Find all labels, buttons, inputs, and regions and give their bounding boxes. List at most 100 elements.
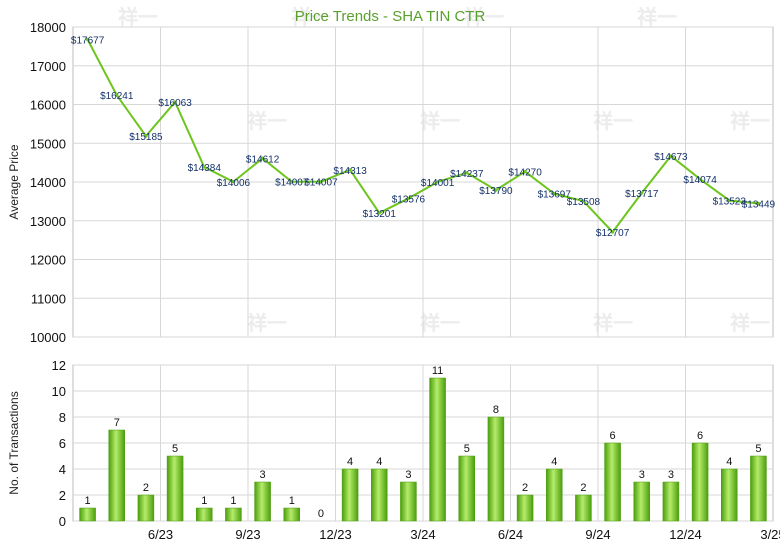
price-point [494,188,498,192]
price-value-label: $15185 [129,132,163,143]
price-value-label: $14673 [654,152,688,163]
price-point [406,196,411,201]
price-value-label: $13508 [567,197,601,208]
transaction-bar [341,468,359,522]
transaction-count-label: 11 [432,365,443,377]
price-point [756,201,761,205]
x-tick-label: 9/23 [235,527,260,542]
price-point [552,192,556,196]
x-tick-label: 3/24 [410,527,435,542]
price-y-tick-label: 14000 [30,175,66,190]
price-point [669,154,673,158]
x-tick-label: 12/23 [319,527,352,542]
price-value-label: $13697 [538,190,572,201]
chart-title: Price Trends - SHA TIN CTR [295,8,486,25]
transaction-count-label: 2 [522,482,528,494]
price-point [231,180,236,184]
transaction-bar [196,507,213,522]
watermark-text: 祥一 [637,5,677,29]
price-point [319,180,323,184]
transaction-count-label: 4 [347,456,353,468]
x-tick-label: 6/23 [148,527,173,542]
price-y-tick-label: 16000 [30,98,66,113]
price-y-tick-label: 13000 [30,214,66,229]
transaction-bar [546,468,563,522]
transaction-count-label: 5 [464,443,470,455]
price-value-label: $14007 [275,178,309,189]
transaction-count-label: 1 [230,495,236,507]
transaction-bar [458,455,475,522]
watermark-text: 祥一 [593,109,633,133]
price-point [727,198,731,203]
price-value-label: $14007 [304,178,338,189]
price-y-tick-label: 11000 [31,291,66,306]
price-point [465,171,469,175]
watermark-text: 祥一 [593,311,633,335]
transactions-y-tick-label: 0 [59,514,66,529]
price-value-label: $13201 [363,209,397,220]
axes: 1000011000120001300014000150001600017000… [30,20,780,542]
price-value-label: $13790 [479,186,513,197]
price-axis-title: Average Price [7,144,21,219]
transaction-bar [79,507,96,522]
price-point [640,191,644,195]
transactions-y-tick-label: 2 [59,488,66,503]
transaction-bar [283,507,300,522]
watermark-text: 祥一 [247,109,287,133]
price-point [435,180,440,184]
watermark-text: 祥一 [730,109,770,133]
price-series-line [86,39,759,234]
transaction-count-label: 5 [755,443,761,455]
transaction-bar [225,507,242,522]
price-value-label: $14612 [246,154,280,165]
price-point [202,165,206,169]
price-value-label: $16063 [158,98,192,109]
price-point [144,134,148,138]
transactions-y-tick-label: 10 [52,384,66,399]
x-tick-label: 9/24 [585,527,610,542]
price-line [85,37,761,234]
price-value-label: $14313 [333,166,367,177]
price-point [348,168,352,172]
transaction-count-label: 6 [697,430,703,442]
transaction-count-label: 3 [668,469,674,481]
price-point [115,93,119,97]
transaction-count-label: 6 [610,430,616,442]
price-y-tick-label: 10000 [30,330,66,345]
transaction-bar [371,468,388,522]
transaction-bar [429,377,446,522]
transaction-bar [662,481,680,522]
price-point [610,230,615,234]
price-value-label: $13717 [625,189,659,200]
transaction-bar [575,494,592,522]
transactions-y-tick-label: 6 [59,436,66,451]
transaction-count-label: 0 [318,508,324,520]
price-value-label: $12707 [596,228,630,239]
x-tick-label: 12/24 [669,527,702,542]
transaction-count-label: 2 [580,482,586,494]
watermark-text: 祥一 [291,5,331,29]
price-value-label: $13523 [713,196,747,207]
transactions-y-tick-label: 4 [59,462,66,477]
transaction-count-label: 1 [201,495,207,507]
gridlines [73,26,773,522]
price-y-tick-label: 18000 [30,20,66,35]
price-y-tick-label: 15000 [30,136,66,151]
price-point [698,177,702,181]
price-value-label: $14384 [188,163,222,174]
transaction-bar [166,455,184,522]
transaction-count-label: 4 [376,456,382,468]
price-point [290,180,294,184]
price-value-label: $13449 [742,199,776,210]
price-value-label: $14270 [508,168,542,179]
transaction-count-label: 1 [85,495,91,507]
watermark-text: 祥一 [118,5,158,29]
price-point [523,169,527,174]
transaction-bar [633,481,650,522]
transaction-count-label: 5 [172,443,178,455]
transaction-count-label: 3 [405,469,411,481]
price-value-label: $14074 [683,175,717,186]
